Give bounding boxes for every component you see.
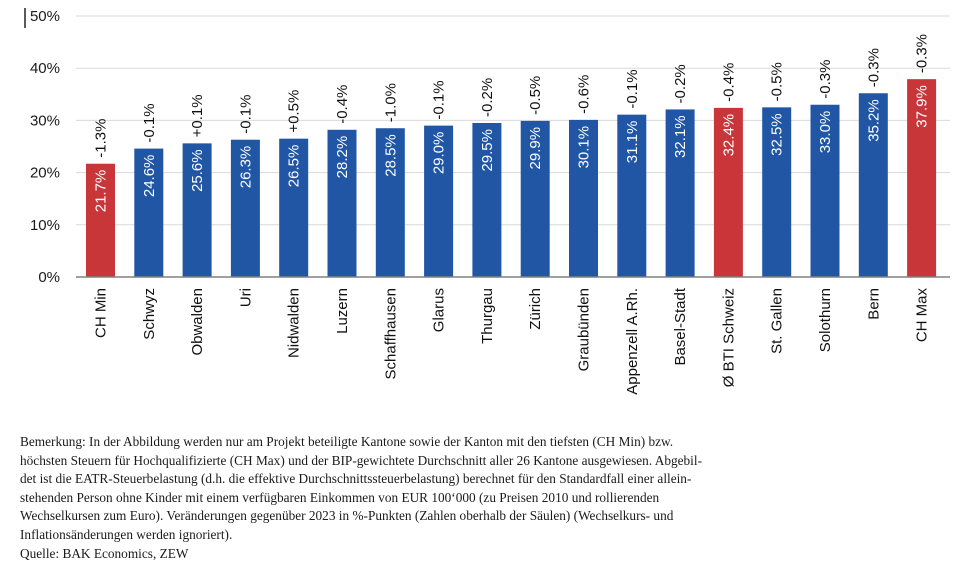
bar-value-label: 30.1% [576, 126, 593, 169]
y-tick-label: 10% [30, 217, 60, 234]
y-tick-label: 20% [30, 165, 60, 182]
category-label: Ø BTI Schweiz [720, 288, 737, 387]
bar-value-label: 24.6% [141, 155, 158, 198]
category-label: Graubünden [576, 288, 593, 371]
bar-value-label: 33.0% [817, 111, 834, 154]
bar-value-label: 29.5% [479, 129, 496, 172]
note-line: höchsten Steuern für Hochqualifizierte (… [20, 452, 702, 468]
category-label: Basel-Stadt [672, 287, 689, 365]
bar-value-label: 26.5% [286, 145, 303, 188]
bar-chart: 0% 10% 20% 30% 40% 50% 21.7% 24.6% 25.6% 26.3% 26… [24, 8, 950, 395]
note-line: Wechselkursen zum Euro). Veränderungen g… [20, 508, 674, 524]
bar-value-label: 35.2% [865, 99, 882, 142]
change-label: -0.1% [237, 95, 254, 134]
bar [375, 128, 405, 277]
change-label: -1.0% [382, 83, 399, 122]
bar-value-label: 32.4% [720, 114, 737, 157]
change-label: +0.5% [286, 90, 303, 133]
bar [907, 79, 937, 277]
category-label: Obwalden [189, 288, 206, 356]
bar [713, 107, 743, 277]
category-label: Solothurn [817, 288, 834, 352]
note-line: stehenden Person ohne Kinder mit einem v… [20, 489, 660, 505]
note-line: det ist die EATR-Steuerbelastung (d.h. d… [20, 471, 692, 487]
bar [520, 120, 550, 277]
category-label: Zürich [527, 288, 544, 330]
bar [327, 129, 357, 277]
category-label: St. Gallen [769, 288, 786, 354]
bar-value-label: 28.2% [334, 136, 351, 179]
note-line: Inflationsänderungen werden ignoriert). [20, 526, 233, 542]
category-label: Uri [237, 288, 254, 307]
change-label: -0.3% [817, 60, 834, 99]
change-label: -0.6% [576, 75, 593, 114]
y-tick-label: 40% [30, 60, 60, 77]
change-label: -1.3% [93, 119, 110, 158]
bar-value-label: 21.7% [93, 170, 110, 213]
category-label: Glarus [431, 288, 448, 332]
bar-value-label: 29.9% [527, 127, 544, 170]
change-label: -0.5% [527, 76, 544, 115]
bar-value-label: 31.1% [624, 121, 641, 164]
bar-value-label: 29.0% [431, 132, 448, 175]
bar [472, 123, 502, 277]
bar-value-label: 28.5% [382, 134, 399, 177]
category-label: CH Max [914, 288, 931, 343]
y-tick-label: 50% [30, 8, 60, 25]
y-tick-label: 30% [30, 112, 60, 129]
bar-value-label: 25.6% [189, 149, 206, 192]
category-label: CH Min [93, 288, 110, 338]
bar [665, 109, 695, 277]
bar-value-label: 37.9% [914, 85, 931, 128]
change-label: -0.2% [479, 78, 496, 117]
category-labels: CH Min Schwyz Obwalden Uri Nidwalden Luzern Sc… [93, 287, 931, 395]
bar [279, 138, 309, 277]
category-label: Bern [865, 288, 882, 320]
bars [86, 79, 937, 278]
change-label: -0.1% [431, 80, 448, 119]
bar [424, 125, 454, 278]
change-label: -0.3% [865, 48, 882, 87]
bar [569, 119, 598, 278]
category-label: Appenzell A.Rh. [624, 288, 641, 395]
chart-note: Bemerkung: In der Abbildung werden nur a… [20, 433, 950, 563]
change-label: -0.5% [769, 62, 786, 101]
bar [134, 148, 164, 277]
bar [617, 114, 647, 278]
bar [762, 107, 792, 277]
change-label: -0.2% [672, 64, 689, 103]
category-label: Nidwalden [286, 288, 303, 358]
bar [230, 139, 260, 277]
y-tick-label: 0% [38, 269, 60, 286]
change-label: -0.4% [720, 63, 737, 102]
value-labels: 21.7% 24.6% 25.6% 26.3% 26.5% 28.2% 28.5% 29.0%… [93, 85, 931, 212]
note-line: Bemerkung: In der Abbildung werden nur a… [20, 434, 674, 449]
category-label: Luzern [334, 288, 351, 334]
change-labels: -1.3% -0.1% +0.1% -0.1% +0.5% -0.4% -1.0% -0.1%… [93, 34, 931, 158]
bar [86, 163, 115, 277]
change-label: -0.1% [624, 69, 641, 108]
bar [810, 104, 840, 278]
bar-value-label: 26.3% [237, 146, 254, 189]
bar-value-label: 32.5% [769, 113, 786, 156]
y-axis-ticks: 0% 10% 20% 30% 40% 50% [30, 8, 60, 286]
bar [858, 93, 888, 277]
category-label: Thurgau [479, 288, 496, 344]
bar-value-label: 32.1% [672, 115, 689, 158]
category-label: Schaffhausen [382, 288, 399, 379]
change-label: -0.1% [141, 103, 158, 142]
change-label: +0.1% [189, 94, 206, 137]
change-label: -0.4% [334, 85, 351, 124]
note-source: Quelle: BAK Economics, ZEW [20, 545, 189, 561]
gridlines [76, 15, 950, 226]
change-label: -0.3% [914, 34, 931, 73]
category-label: Schwyz [141, 288, 158, 340]
bar [182, 143, 212, 277]
